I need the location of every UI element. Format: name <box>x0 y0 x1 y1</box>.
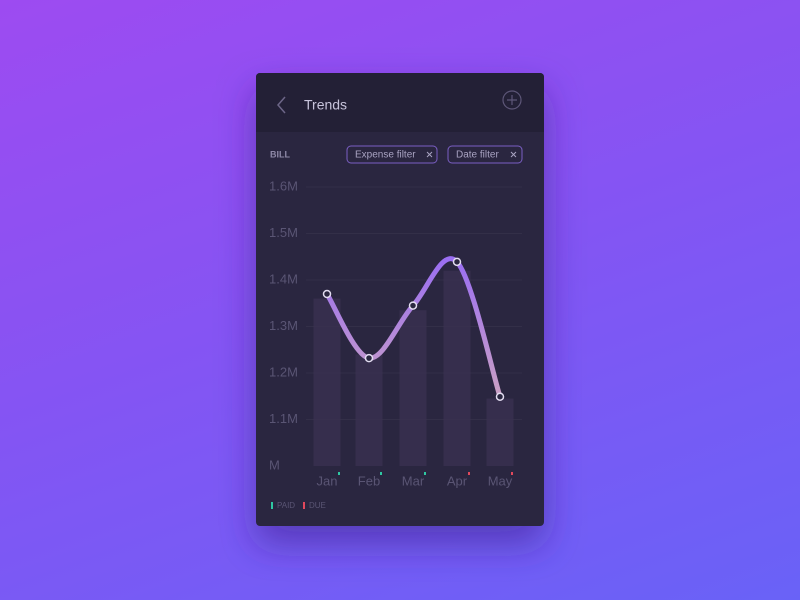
filter-chip[interactable]: Date filter <box>447 145 523 164</box>
point <box>322 289 332 299</box>
chip-border <box>447 145 523 164</box>
bar <box>313 298 341 466</box>
status-dot <box>424 472 426 475</box>
status-dot <box>380 472 382 475</box>
legend-label: DUE <box>309 501 326 510</box>
header-bar <box>256 73 544 132</box>
y-tick-label: 1.3M <box>269 318 298 333</box>
chip-close <box>510 151 517 158</box>
point <box>452 257 462 267</box>
legend-swatch <box>303 502 305 509</box>
chart: M 1.1M 1.2M 1.3M 1.4M 1.5M 1.6M Jan Feb Mar Apr May… <box>269 178 522 510</box>
y-tick-label: 1.2M <box>269 364 298 379</box>
bar <box>486 398 514 466</box>
header-title: Trends <box>304 97 347 113</box>
y-tick-label: 1.4M <box>269 271 298 286</box>
y-tick-label: 1.1M <box>269 411 298 426</box>
point <box>408 301 418 310</box>
bar <box>443 270 471 466</box>
legend-label: PAID <box>277 501 295 510</box>
add-circle <box>502 90 522 110</box>
y-axis-label: BILL <box>270 149 290 159</box>
x-tick-label: Jan <box>317 473 338 488</box>
y-tick-label: 1.5M <box>269 225 298 240</box>
status-dot <box>468 472 470 475</box>
bar <box>355 354 383 466</box>
status-dot <box>338 472 340 475</box>
chip-close <box>426 151 433 158</box>
back-button[interactable] <box>277 96 286 114</box>
legend-swatch <box>271 502 273 509</box>
chip-label: Date filter <box>456 150 499 161</box>
bar <box>399 310 427 466</box>
add-plus <box>507 95 517 105</box>
line <box>324 256 503 400</box>
filter-chip[interactable]: Expense filter <box>346 145 438 164</box>
x-tick-label: May <box>488 473 513 488</box>
chip-label: Expense filter <box>355 150 416 161</box>
x-tick-label: Feb <box>358 473 380 488</box>
x-tick-label: Mar <box>402 473 425 488</box>
x-tick-label: Apr <box>447 473 468 488</box>
chip-border <box>346 145 438 164</box>
y-tick-label: 1.6M <box>269 178 298 193</box>
point <box>364 353 374 363</box>
status-dot <box>511 472 513 475</box>
point <box>495 392 505 401</box>
add-button[interactable] <box>502 90 522 110</box>
y-tick-label: M <box>269 457 280 472</box>
